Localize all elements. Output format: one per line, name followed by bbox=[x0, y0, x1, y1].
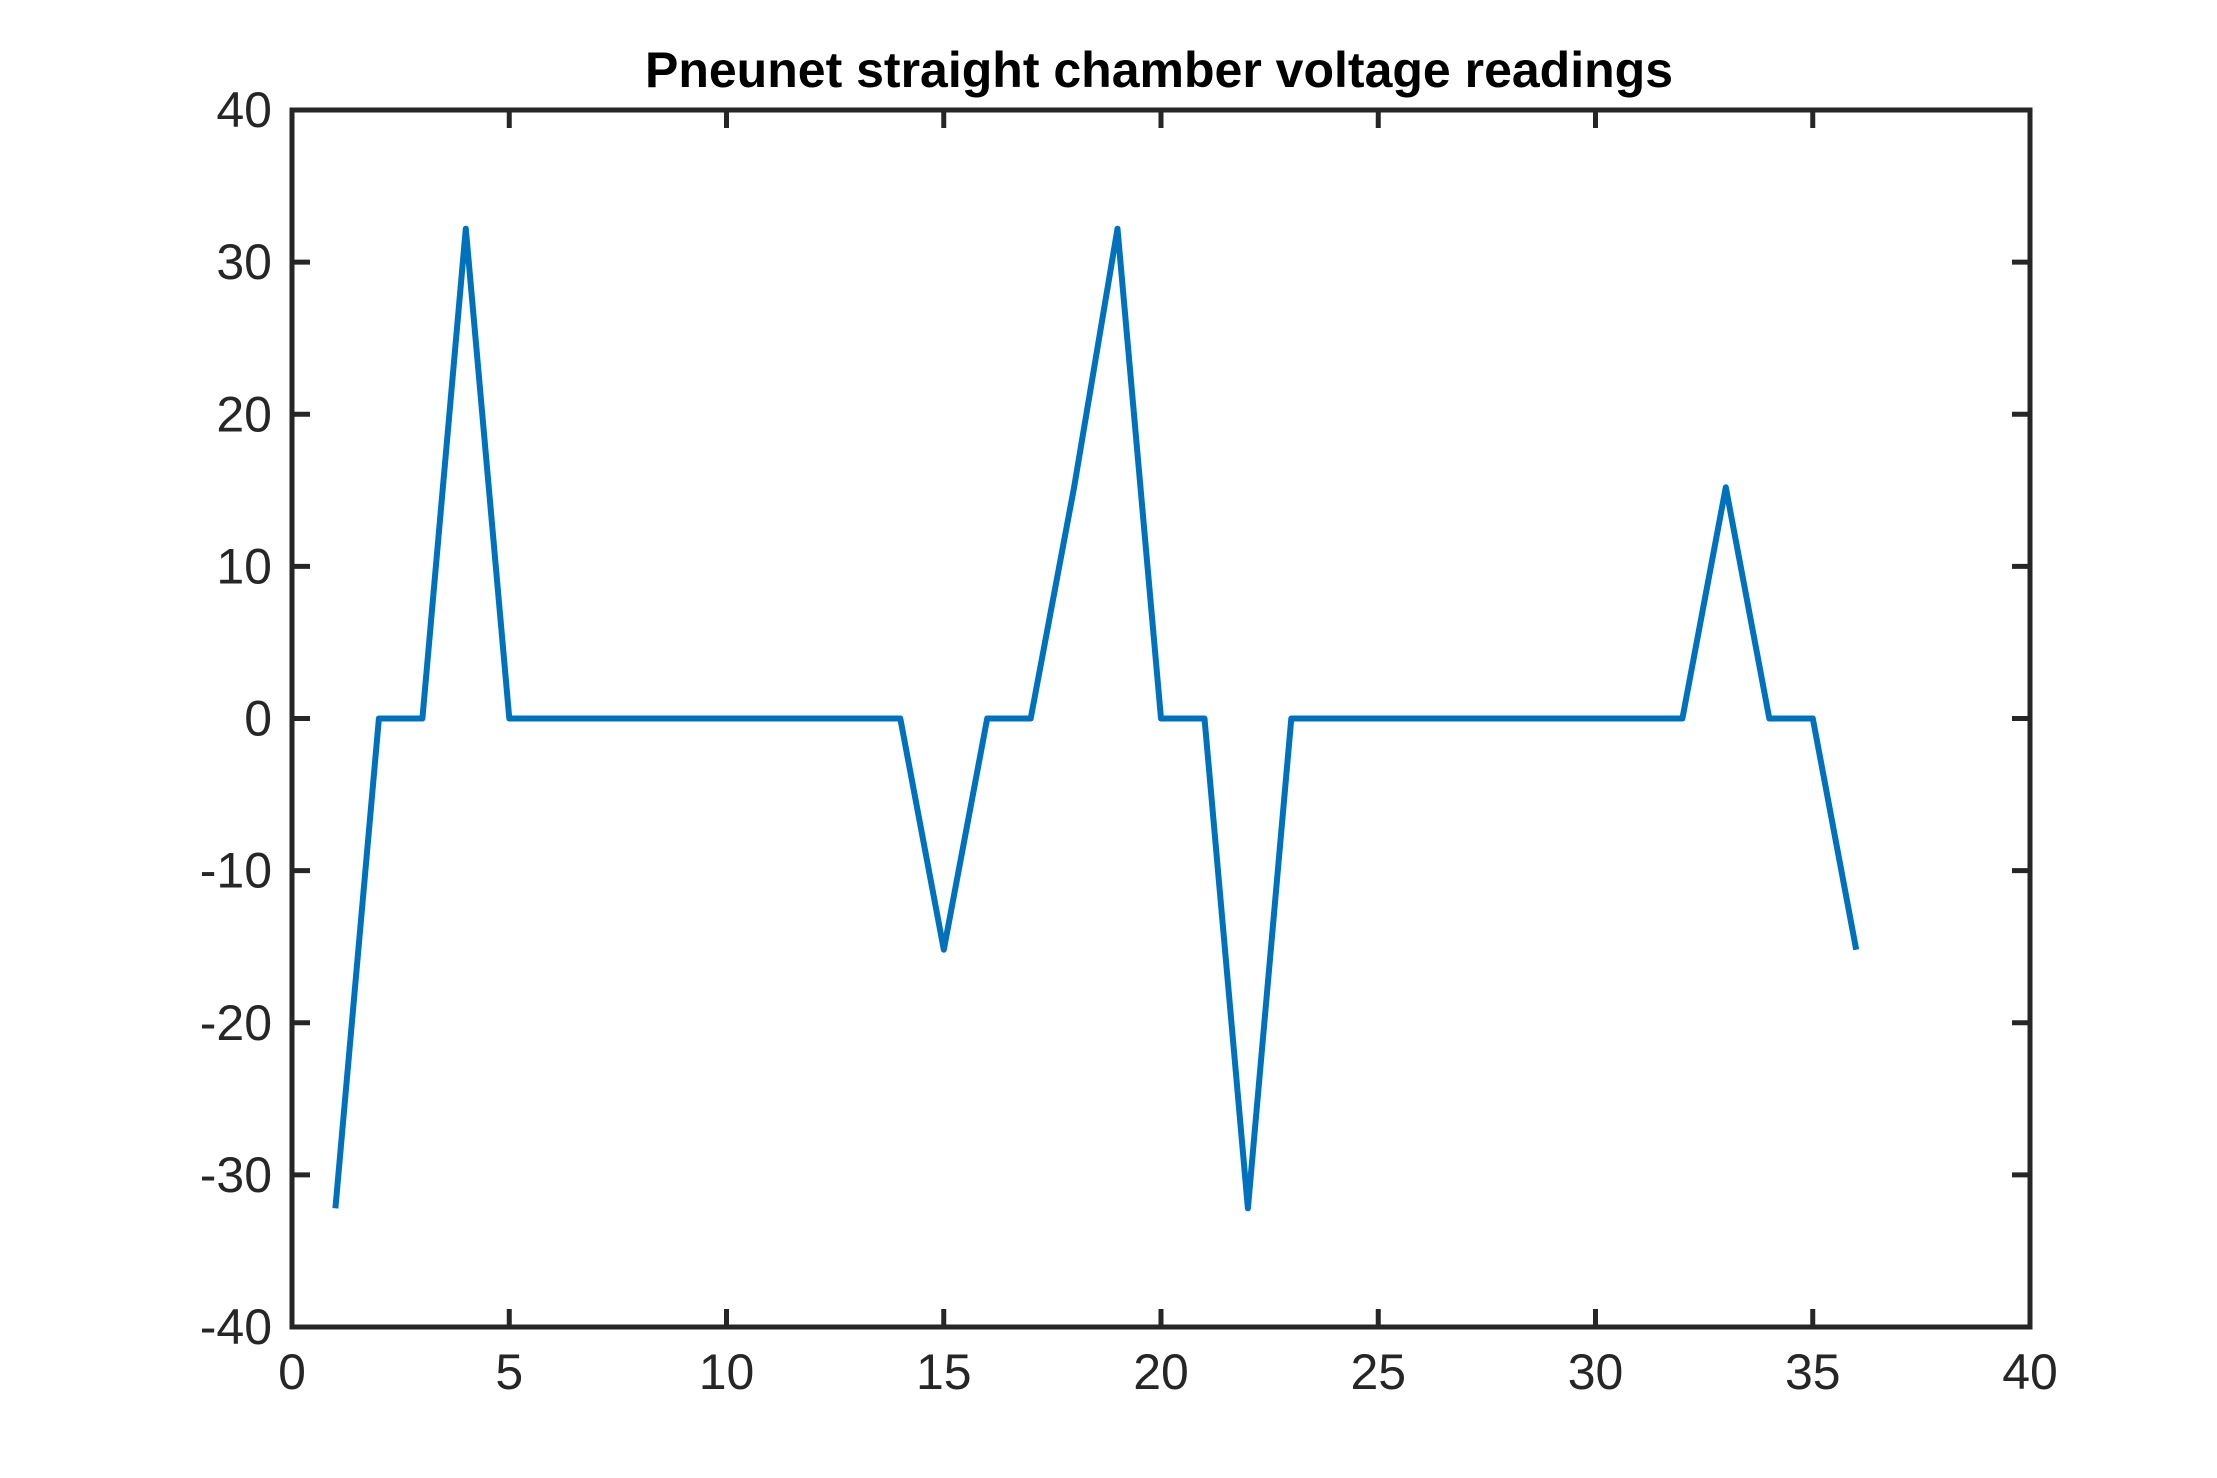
x-tick-label: 10 bbox=[699, 1344, 755, 1400]
y-axis-ticks: -40 -30 -20 -10 0 10 20 30 40 bbox=[200, 82, 2030, 1355]
y-tick-label: 20 bbox=[216, 386, 272, 442]
x-tick-label: 30 bbox=[1568, 1344, 1624, 1400]
x-tick-label: 20 bbox=[1133, 1344, 1189, 1400]
y-tick-label: -20 bbox=[200, 995, 272, 1051]
x-tick-label: 15 bbox=[916, 1344, 972, 1400]
y-tick-label: 0 bbox=[244, 691, 272, 747]
x-axis-ticks: 0 5 10 15 20 25 30 35 40 bbox=[278, 110, 2058, 1400]
x-tick-label: 5 bbox=[495, 1344, 523, 1400]
y-tick-label: 10 bbox=[216, 538, 272, 594]
y-tick-label: -30 bbox=[200, 1147, 272, 1203]
series-line-0 bbox=[332, 225, 1860, 1212]
plot-area bbox=[332, 225, 1860, 1212]
x-tick-label: 25 bbox=[1350, 1344, 1406, 1400]
chart-title: Pneunet straight chamber voltage reading… bbox=[645, 42, 1673, 98]
y-tick-label: -40 bbox=[200, 1299, 272, 1355]
x-tick-label: 35 bbox=[1785, 1344, 1841, 1400]
y-tick-label: -10 bbox=[200, 843, 272, 899]
x-tick-label: 40 bbox=[2002, 1344, 2058, 1400]
x-tick-label: 0 bbox=[278, 1344, 306, 1400]
axes-box bbox=[289, 107, 2033, 1330]
y-tick-label: 30 bbox=[216, 234, 272, 290]
y-tick-label: 40 bbox=[216, 82, 272, 138]
